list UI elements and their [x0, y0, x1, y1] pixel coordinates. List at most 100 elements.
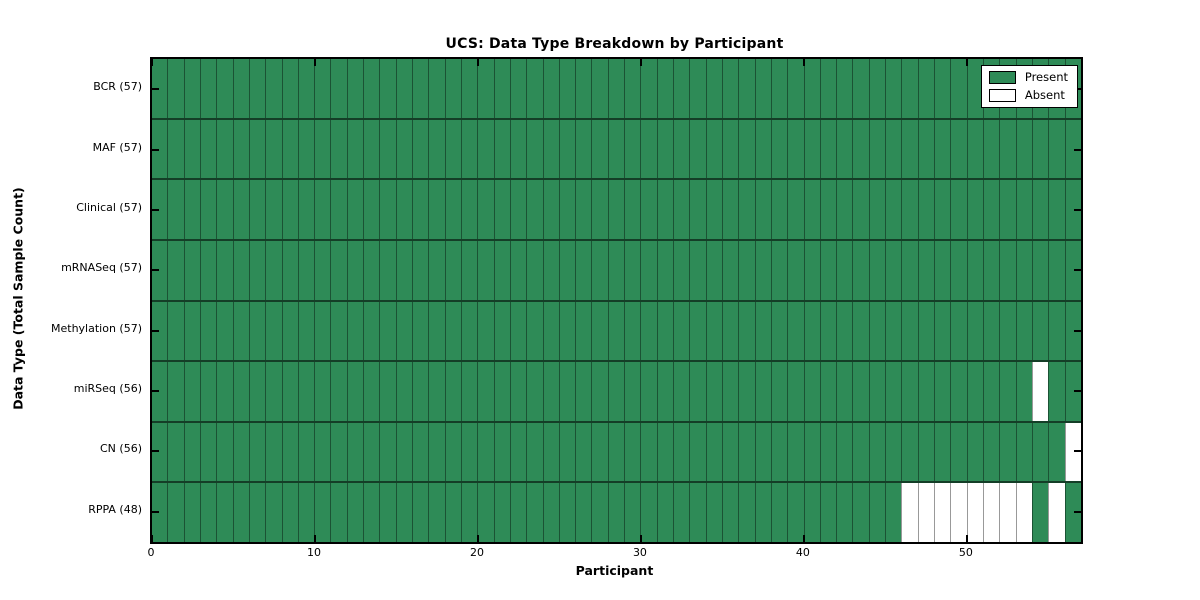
x-tick-mark [313, 535, 316, 542]
cell [412, 119, 429, 179]
cell [966, 180, 983, 239]
cell [248, 180, 266, 239]
cell [656, 483, 673, 542]
y-tick-mark [1074, 450, 1081, 453]
cell [363, 301, 380, 361]
cell [689, 240, 706, 300]
cell [412, 59, 429, 118]
x-tick-label: 40 [795, 546, 810, 559]
cell [868, 180, 886, 239]
x-tick-mark [639, 535, 642, 542]
cell [509, 59, 527, 118]
cell [363, 59, 380, 118]
cell [591, 301, 608, 361]
y-tick-mark [152, 88, 159, 91]
cell [314, 301, 331, 361]
cell [509, 422, 527, 482]
cell [819, 240, 837, 300]
cell [248, 422, 266, 482]
cell [656, 422, 673, 482]
cell [1064, 483, 1081, 542]
cell [901, 240, 918, 300]
cell [265, 240, 282, 300]
cell [917, 240, 934, 300]
cell [738, 119, 755, 179]
cell [885, 483, 902, 542]
cell [216, 119, 233, 179]
x-tick-label: 30 [632, 546, 647, 559]
cell [493, 59, 510, 118]
cell [803, 301, 820, 361]
x-tick-label: 0 [147, 546, 155, 559]
cell [705, 362, 722, 421]
cell [183, 362, 200, 421]
cell [428, 59, 445, 118]
heatmap-row-bcr [152, 59, 1081, 118]
cell [1064, 362, 1081, 421]
cell [754, 180, 771, 239]
cell [493, 362, 510, 421]
cell [901, 483, 918, 542]
cell [754, 59, 771, 118]
cell [330, 119, 347, 179]
y-tick-mark [152, 208, 159, 211]
cell [460, 362, 478, 421]
cell [199, 301, 217, 361]
cell [493, 483, 510, 542]
cell [754, 301, 771, 361]
cell [216, 422, 233, 482]
cell [509, 301, 527, 361]
cell [460, 119, 478, 179]
cell [982, 362, 1000, 421]
cell [558, 362, 576, 421]
cell [199, 180, 217, 239]
cell [297, 240, 315, 300]
y-tick-mark [152, 510, 159, 513]
cell [395, 301, 412, 361]
cell [265, 422, 282, 482]
cell [656, 240, 673, 300]
cell [787, 483, 804, 542]
y-axis-title: Data Type (Total Sample Count) [10, 187, 26, 410]
cell [738, 59, 755, 118]
cell [526, 301, 543, 361]
cell [232, 180, 249, 239]
cell [966, 119, 983, 179]
y-tick-label-rppa: RPPA (48) [88, 502, 142, 516]
cell [297, 180, 315, 239]
cell [591, 119, 608, 179]
cell [444, 362, 461, 421]
cell [607, 422, 625, 482]
cell [787, 240, 804, 300]
cell [558, 483, 576, 542]
cell [199, 240, 217, 300]
cell [575, 119, 592, 179]
cell [183, 240, 200, 300]
cell [395, 59, 412, 118]
x-tick-mark [313, 59, 316, 66]
cell [640, 301, 657, 361]
cell [542, 301, 559, 361]
cell [868, 362, 886, 421]
cell [852, 483, 869, 542]
cell [934, 59, 951, 118]
cell [1031, 483, 1049, 542]
cell [901, 59, 918, 118]
cell [379, 119, 396, 179]
y-tick-label-mrnaseq: mRNASeq (57) [61, 261, 142, 275]
cell [265, 59, 282, 118]
cell [265, 180, 282, 239]
cell [673, 422, 690, 482]
cell [428, 483, 445, 542]
cell [395, 422, 412, 482]
cell [787, 301, 804, 361]
cell [624, 301, 641, 361]
cell [950, 422, 967, 482]
cell [542, 119, 559, 179]
cell [868, 301, 886, 361]
cell [721, 59, 739, 118]
cell [787, 180, 804, 239]
cell [477, 362, 494, 421]
cell [477, 59, 494, 118]
cell [297, 59, 315, 118]
